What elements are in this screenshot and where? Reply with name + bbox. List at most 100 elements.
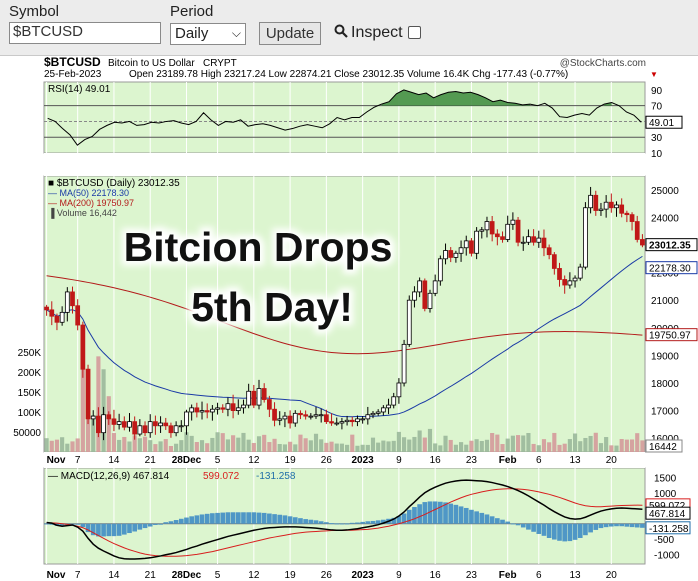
period-select[interactable]: Daily ⌵ [170,23,246,45]
rsi-tick-label: 30 [651,133,663,144]
macd-tick-label: 1500 [654,473,677,484]
candle [401,343,407,384]
macd-histogram-bar [469,509,474,524]
candle [210,408,215,413]
inspect-checkbox[interactable] [408,26,421,39]
panel-gap [44,452,645,468]
candle [241,404,246,409]
x-tick-label: 6 [536,455,542,466]
macd-histogram-bar [629,523,635,528]
candle [54,315,60,323]
volume-bar [640,440,645,452]
macd-histogram-bar [267,513,272,524]
volume-bar [220,433,225,452]
candle [484,221,490,231]
x-tick-label: Feb [499,570,517,581]
volume-bar [303,438,308,452]
price-tag [645,238,698,252]
volume-bar [490,433,495,452]
candle [375,411,381,414]
header-ohlc: Open 23189.78 High 23217.24 Low 22874.21… [129,69,568,80]
volume-bar [547,442,552,452]
x-tick-label: 16 [430,455,442,466]
macd-histogram-bar [401,513,407,524]
macd-histogram-bar [588,523,593,533]
x-tick-label: 20 [606,455,618,466]
volume-bar [168,445,174,452]
rsi-tick-label: 90 [651,86,663,97]
volume-tick-label: 100K [18,408,42,419]
volume-bar [80,358,85,452]
macd-histogram-bar [474,511,479,524]
volume-bar [132,435,137,452]
header-source: @StockCharts.com [560,58,646,69]
candle [608,201,614,209]
price-tick-label: 24000 [651,213,679,224]
volume-bar [484,439,490,452]
volume-bar [142,436,148,452]
rsi-overbought-fill [381,89,612,106]
volume-bar [443,435,448,452]
candle [96,415,101,434]
price-legend-item: ■ $BTCUSD (Daily) 23012.35 [48,178,180,189]
candle [230,403,236,412]
macd-histogram-bar [552,523,557,540]
macd-histogram-bar [557,523,562,541]
volume-bar [75,438,80,452]
macd-histogram-bar [308,519,314,524]
macd-histogram-bar [360,521,365,524]
candle [510,219,516,225]
macd-tag [645,521,691,535]
candle [329,421,334,424]
volume-bar [407,439,412,452]
x-tick-label: 26 [321,455,333,466]
volume-bar [355,445,360,452]
x-tick-label: 7 [75,455,81,466]
macd-histogram-bar [427,501,433,524]
candle [417,280,422,293]
x-tick-label: 21 [145,570,157,581]
candle [500,236,505,240]
macd-histogram-bar [608,523,614,527]
volume-bar [117,439,122,452]
volume-bar [215,432,220,452]
x-tick-label: 9 [396,570,402,581]
macd-histogram-bar [510,523,516,525]
macd-histogram-bar [344,523,350,525]
macd-histogram-bar [251,512,257,524]
candle [494,233,500,238]
volume-tick-label: 250K [18,348,42,359]
price-tag-label: 19750.97 [649,331,691,342]
macd-histogram-bar [204,513,210,524]
price-tick-label: 21000 [651,296,679,307]
candle [360,418,366,421]
candle [551,254,557,269]
volume-bar [319,439,324,452]
annotation-glow-line2: 5th Day! [191,284,353,330]
x-tick-label: 16 [430,570,442,581]
volume-bar [163,439,168,452]
volume-bar [604,437,609,452]
candle [463,240,469,249]
volume-bar [313,433,319,452]
price-tag [645,328,698,342]
macd-histogram-bar [577,523,583,538]
macd-histogram-bar [287,516,293,524]
macd-histogram-bar [562,523,568,542]
candle [272,408,277,421]
candle [448,250,454,258]
candle [557,268,562,280]
symbol-input[interactable]: $BTCUSD [9,22,161,44]
candle [153,421,158,427]
macd-histogram-bar [261,512,267,524]
annotation-line1: Bitcion Drops [124,224,393,270]
volume-bar [578,441,583,452]
volume-bar [531,443,536,452]
volume-bar [267,442,272,452]
volume-bar [262,434,267,452]
macd-histogram-bar [458,506,464,524]
macd-histogram-bar [313,520,319,524]
macd-histogram-bar [349,522,355,524]
macd-histogram-bar [443,502,448,524]
update-button[interactable]: Update [259,22,321,45]
